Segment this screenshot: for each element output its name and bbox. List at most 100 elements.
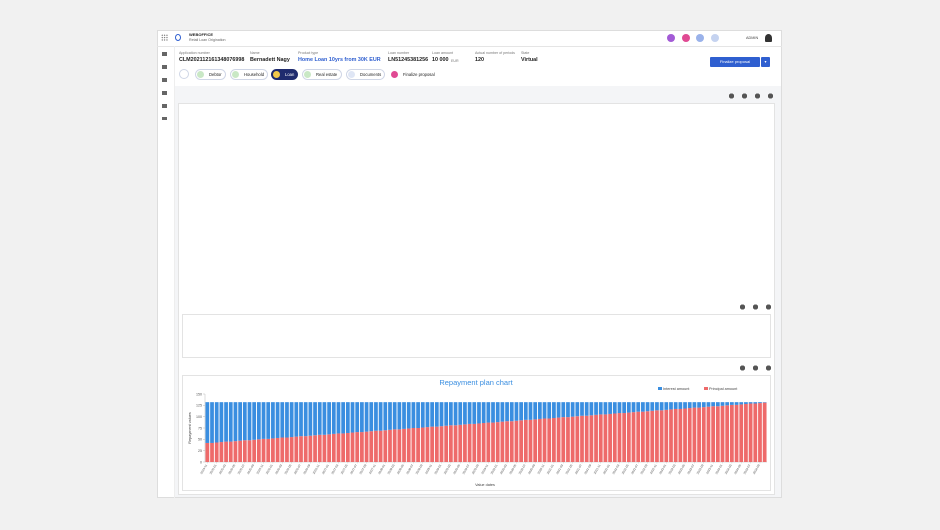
bar-segment — [458, 402, 463, 425]
step-label[interactable]: Documents — [360, 72, 382, 77]
bar-segment — [242, 402, 247, 441]
x-tick-label: 2027-05 — [340, 463, 349, 475]
bar-segment — [434, 426, 439, 462]
bar-segment — [411, 428, 416, 462]
header-label: Application number — [179, 51, 210, 55]
bar-segment — [603, 402, 608, 415]
step[interactable]: Debtor — [195, 69, 226, 80]
bar-segment — [360, 402, 364, 433]
finalize-menu[interactable]: ▾ — [761, 57, 770, 67]
bar-segment — [523, 419, 528, 462]
bar-segment — [673, 402, 678, 409]
x-tick-label: 2030-01 — [490, 463, 499, 475]
help-icon[interactable] — [711, 34, 719, 42]
bar-segment — [617, 413, 622, 462]
x-tick-label: 2031-05 — [565, 463, 574, 475]
notification-icon[interactable] — [667, 34, 675, 42]
bar-segment — [374, 402, 378, 431]
bar-segment — [636, 402, 641, 412]
step-label[interactable]: Debtor — [209, 72, 222, 77]
x-tick-label: 2029-11 — [480, 463, 489, 475]
bar-segment — [552, 418, 556, 462]
bar-segment — [659, 402, 664, 411]
header-value: 10 000 — [432, 57, 449, 63]
user-icon[interactable] — [765, 34, 772, 42]
bar-segment — [734, 404, 739, 462]
bar-segment — [322, 402, 327, 435]
legend-swatch — [658, 387, 662, 390]
step[interactable]: Real estate — [302, 69, 342, 80]
apps-icon[interactable] — [161, 34, 168, 41]
step-label[interactable]: Household — [244, 72, 265, 77]
home-step[interactable] — [179, 69, 189, 79]
x-tick-label: 2025-09 — [246, 463, 255, 475]
bar-segment — [706, 406, 711, 462]
header-label: Loan number — [388, 51, 410, 55]
bar-segment — [224, 441, 228, 462]
bar-segment — [317, 402, 322, 435]
bar-segment — [449, 425, 453, 462]
bar-segment — [434, 402, 439, 427]
bar-segment — [453, 402, 458, 426]
step[interactable]: Documents — [346, 69, 385, 80]
bar-segment — [486, 402, 491, 423]
bar-segment — [308, 402, 313, 436]
step-label[interactable]: Finalize proposal — [403, 72, 435, 77]
step-label[interactable]: Real estate — [316, 72, 338, 77]
alert-icon[interactable] — [682, 34, 690, 42]
step-icon — [348, 71, 355, 78]
settings-icon[interactable] — [696, 34, 704, 42]
bar-segment — [369, 431, 374, 462]
bar-segment — [626, 402, 631, 413]
bar-segment — [378, 402, 383, 431]
bar-segment — [626, 412, 631, 462]
y-tick-label: 150 — [196, 392, 202, 396]
finalize-button[interactable]: Finalize proposal — [710, 57, 760, 67]
chart-toolbar[interactable] — [736, 365, 772, 371]
bar-segment — [584, 415, 589, 462]
x-tick-label: 2030-05 — [508, 463, 517, 475]
header-value[interactable]: Home Loan 10yrs from 30K EUR — [298, 57, 381, 63]
bar-segment — [762, 402, 767, 462]
bar-segment — [256, 439, 261, 462]
bar-segment — [500, 421, 505, 462]
bar-segment — [509, 402, 514, 422]
step[interactable]: Loan — [271, 69, 298, 80]
bar-segment — [252, 439, 257, 462]
bar-segment — [266, 438, 271, 462]
side-icons[interactable] — [162, 52, 167, 120]
bar-segment — [495, 422, 500, 462]
bar-segment — [364, 431, 369, 462]
bar-segment — [210, 402, 214, 443]
legend-swatch — [704, 387, 708, 390]
step[interactable]: Household — [230, 69, 268, 80]
bar-segment — [622, 413, 627, 462]
y-axis-label: Repayment values — [188, 412, 192, 444]
bar-segment — [514, 402, 519, 421]
bar-segment — [566, 402, 570, 418]
bar-segment — [687, 402, 692, 409]
x-tick-label: 2025-03 — [218, 463, 227, 475]
x-tick-label: 2025-07 — [237, 463, 246, 475]
bar-segment — [477, 423, 481, 462]
form-toolbar[interactable] — [736, 304, 772, 310]
x-tick-label: 2034-01 — [714, 463, 723, 475]
bar-segment — [491, 422, 495, 462]
x-tick-label: 2026-09 — [302, 463, 311, 475]
bar-segment — [678, 408, 683, 462]
user-name: ADMIN — [746, 36, 759, 40]
x-tick-label: 2029-05 — [452, 463, 461, 475]
x-tick-label: 2027-11 — [368, 463, 377, 475]
bar-segment — [355, 432, 360, 462]
x-tick-label: 2031-07 — [574, 463, 583, 475]
header-value: 120 — [475, 57, 484, 63]
bar-segment — [331, 433, 336, 462]
toolbar-icons[interactable] — [725, 93, 773, 99]
bar-segment — [355, 402, 360, 433]
x-tick-label: 2034-07 — [743, 463, 752, 475]
step-label[interactable]: Loan — [285, 72, 295, 77]
step[interactable]: Finalize proposal — [389, 69, 441, 80]
bar-segment — [210, 442, 214, 462]
bar-segment — [575, 402, 580, 417]
bar-segment — [612, 402, 617, 414]
